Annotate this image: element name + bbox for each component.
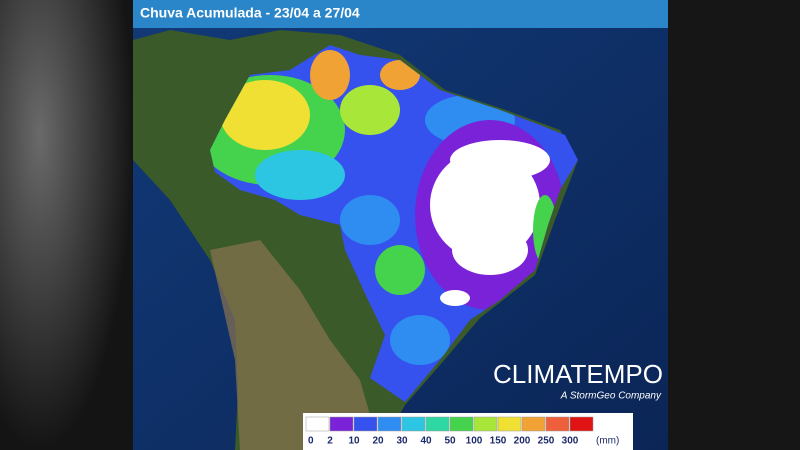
legend-label: 20 — [372, 436, 384, 447]
brand-tagline: A StormGeo Company — [560, 391, 662, 402]
legend-label: 200 — [514, 436, 531, 447]
legend-swatch — [497, 416, 522, 432]
legend-swatch — [377, 416, 402, 432]
legend-unit: (mm) — [596, 436, 619, 447]
legend-swatch — [425, 416, 450, 432]
legend-swatch — [329, 416, 354, 432]
legend-swatch — [449, 416, 474, 432]
legend-label: 40 — [420, 436, 432, 447]
legend-label: 300 — [562, 436, 579, 447]
legend-label: 250 — [538, 436, 555, 447]
legend-label: 10 — [348, 436, 360, 447]
andes-terrain — [210, 240, 380, 450]
legend-swatch — [353, 416, 378, 432]
legend: 0 2 10 20 30 40 50 100 150 200 250 300 (mm) — [305, 416, 619, 447]
legend-label: 50 — [444, 436, 456, 447]
legend-label: 100 — [466, 436, 483, 447]
title: Chuva Acumulada - 23/04 a 27/04 — [140, 5, 360, 21]
legend-swatch — [569, 416, 594, 432]
legend-swatch — [305, 416, 330, 432]
title-bar — [133, 0, 668, 28]
legend-swatch — [401, 416, 426, 432]
backdrop-right — [668, 0, 800, 450]
legend-swatch — [521, 416, 546, 432]
legend-label: 0 — [308, 436, 314, 447]
backdrop-left — [0, 0, 133, 450]
legend-label: 150 — [490, 436, 507, 447]
legend-swatch — [545, 416, 570, 432]
legend-swatch — [473, 416, 498, 432]
legend-label: 2 — [327, 436, 333, 447]
brand-name: CLIMATEMPO — [493, 359, 663, 389]
legend-label: 30 — [396, 436, 408, 447]
